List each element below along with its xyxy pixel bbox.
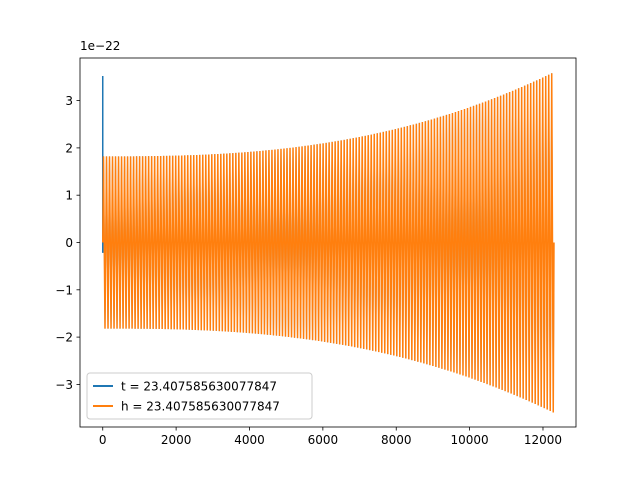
legend-label-t: t = 23.407585630077847 xyxy=(121,380,277,394)
y-axis: −3 −2 −1 0 1 2 3 xyxy=(55,94,80,392)
y-tick-label: −2 xyxy=(55,331,73,345)
x-tick-label: 10000 xyxy=(451,433,489,447)
y-tick-label: 3 xyxy=(65,94,73,108)
x-tick-label: 4000 xyxy=(234,433,265,447)
plot-area xyxy=(101,73,555,413)
x-tick-label: 6000 xyxy=(308,433,339,447)
legend-box xyxy=(86,372,313,420)
y-tick-label: −1 xyxy=(55,283,73,297)
y-tick-label: 1 xyxy=(65,189,73,203)
legend: t = 23.407585630077847 h = 23.4075856300… xyxy=(86,372,313,420)
x-axis: 0 2000 4000 6000 8000 10000 12000 xyxy=(99,427,562,447)
y-tick-label: 0 xyxy=(65,236,73,250)
x-tick-label: 8000 xyxy=(381,433,412,447)
x-tick-label: 12000 xyxy=(524,433,562,447)
series-h-line xyxy=(102,73,555,413)
y-offset-label: 1e−22 xyxy=(80,39,120,53)
legend-label-h: h = 23.407585630077847 xyxy=(121,400,280,414)
y-tick-label: 2 xyxy=(65,141,73,155)
x-tick-label: 0 xyxy=(99,433,107,447)
x-tick-label: 2000 xyxy=(161,433,192,447)
y-tick-label: −3 xyxy=(55,378,73,392)
